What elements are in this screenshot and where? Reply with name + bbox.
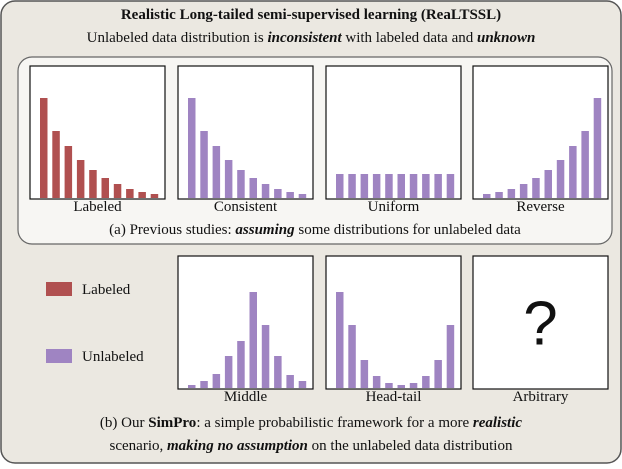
bar: [249, 178, 257, 198]
panel-label: Arbitrary: [513, 389, 569, 405]
legend-swatch: [46, 282, 72, 296]
bar: [569, 146, 577, 198]
bar: [360, 174, 369, 198]
bar: [150, 194, 159, 198]
text-run: on the unlabeled data distribution: [308, 438, 513, 454]
caption-a: (a) Previous studies: assuming some dist…: [109, 222, 521, 238]
panel-label: Reverse: [516, 199, 565, 215]
bar: [434, 360, 442, 388]
panel-label: Middle: [224, 389, 268, 405]
panel: [472, 255, 609, 390]
panel-label: Labeled: [73, 199, 122, 215]
bar: [336, 292, 344, 388]
bar: [200, 131, 208, 198]
bar: [200, 381, 208, 388]
text-run: : a simple probabilistic framework for a…: [196, 415, 473, 431]
bar: [483, 194, 491, 198]
inner-box: [17, 56, 613, 245]
bar: [274, 356, 282, 388]
caption-b: (b) Our SimPro: a simple probabilistic f…: [100, 415, 522, 431]
bar: [237, 341, 245, 388]
bar: [385, 174, 393, 198]
bar: [64, 146, 73, 198]
bar: [507, 189, 516, 198]
bar: [274, 189, 282, 198]
bar: [409, 383, 418, 388]
bar: [372, 376, 381, 388]
bar: [544, 170, 552, 198]
bar: [422, 174, 430, 198]
bar: [556, 160, 565, 198]
text-run: realistic: [473, 415, 523, 431]
bar: [581, 131, 589, 198]
legend-label: Unlabeled: [82, 349, 144, 365]
text-run: unknown: [477, 30, 535, 46]
bar: [360, 360, 369, 388]
panel: [29, 65, 166, 200]
bar: [52, 131, 60, 198]
panel: [177, 65, 314, 200]
panel-symbol: ?: [523, 290, 557, 359]
bar: [40, 98, 48, 198]
bar: [397, 385, 405, 388]
title: Realistic Long-tailed semi-supervised le…: [121, 7, 501, 23]
legend-swatch: [46, 349, 72, 363]
bar: [188, 98, 196, 198]
bar: [212, 374, 221, 388]
bar: [188, 385, 196, 388]
bar: [286, 192, 294, 198]
bar: [495, 192, 503, 198]
bar: [593, 98, 602, 198]
text-run: Unlabeled data distribution is: [87, 30, 268, 46]
bar: [126, 189, 134, 198]
bar: [422, 376, 430, 388]
bar: [397, 174, 405, 198]
text-run: with labeled data and: [342, 30, 477, 46]
text-run: inconsistent: [267, 30, 342, 46]
bar: [113, 184, 122, 198]
text-run: (b) Our: [100, 415, 148, 431]
bar: [101, 178, 109, 198]
caption-b: scenario, making no assumption on the un…: [110, 438, 513, 454]
text-run: making no assumption: [167, 438, 308, 454]
text-run: scenario,: [110, 438, 167, 454]
bar: [532, 178, 540, 198]
bar: [138, 192, 146, 198]
bar: [434, 174, 442, 198]
bar: [446, 174, 455, 198]
bar: [237, 170, 245, 198]
bar: [519, 184, 528, 198]
text-run: (a) Previous studies:: [109, 222, 235, 238]
bar: [348, 174, 356, 198]
panel-label: Uniform: [368, 199, 420, 215]
bar: [372, 174, 381, 198]
text-run: some distributions for unlabeled data: [295, 222, 522, 238]
bar: [446, 325, 455, 388]
bar: [224, 356, 233, 388]
bar: [336, 174, 344, 198]
bar: [385, 383, 393, 388]
panel: [177, 255, 314, 390]
text-run: assuming: [235, 222, 295, 238]
bar: [89, 170, 97, 198]
bar: [212, 146, 221, 198]
bar: [224, 160, 233, 198]
bar: [261, 184, 270, 198]
legend-label: Labeled: [82, 282, 131, 298]
bar: [298, 381, 307, 388]
bar: [261, 325, 270, 388]
bar: [286, 375, 294, 388]
text-run: SimPro: [148, 415, 196, 431]
panel-label: Head-tail: [366, 389, 422, 405]
subtitle: Unlabeled data distribution is inconsist…: [87, 30, 536, 46]
bar: [76, 160, 85, 198]
bar: [348, 325, 356, 388]
bar: [409, 174, 418, 198]
panel-label: Consistent: [214, 199, 278, 215]
bar: [298, 194, 307, 198]
bar: [249, 292, 257, 388]
